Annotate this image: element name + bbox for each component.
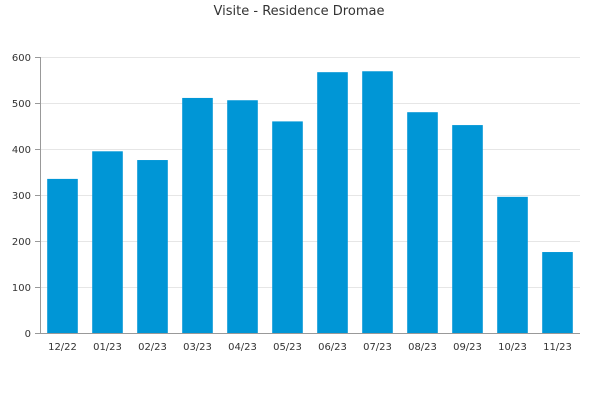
bar [362,71,393,333]
bar [407,112,438,333]
bar [182,97,213,333]
y-tick-label: 500 [12,99,31,110]
y-tick-label: 0 [25,329,31,340]
bar [317,72,348,334]
x-tick-label: 04/23 [228,342,257,353]
bar [227,100,258,334]
x-tick-label: 06/23 [318,342,347,353]
bar [92,151,123,333]
bar [452,125,483,333]
bar [137,160,168,333]
x-tick-label: 07/23 [363,342,392,353]
x-tick-labels: 12/22 01/23 02/23 03/23 04/23 05/23 06/23 07/23… [48,342,572,353]
bar [47,178,78,333]
x-tick-label: 01/23 [93,342,122,353]
x-tick-label: 03/23 [183,342,212,353]
y-tick-label: 200 [12,237,31,248]
y-tick-label: 100 [12,283,31,294]
y-tick-label: 400 [12,145,31,156]
x-tick-label: 08/23 [408,342,437,353]
x-tick-label: 10/23 [498,342,527,353]
grid-lines [40,57,580,288]
bars [47,71,573,334]
bar [272,121,303,334]
x-tick-label: 05/23 [273,342,302,353]
y-tick-labels: 0 100 200 300 400 500 600 [12,53,31,340]
y-tick-label: 600 [12,53,31,64]
x-tick-label: 12/22 [48,342,77,353]
axes [35,57,580,334]
chart-title: Visite - Residence Dromae [214,4,385,19]
bar [542,252,573,333]
x-tick-label: 11/23 [543,342,572,353]
bar [497,196,528,333]
y-tick-label: 300 [12,191,31,202]
x-tick-label: 02/23 [138,342,167,353]
x-tick-label: 09/23 [453,342,482,353]
